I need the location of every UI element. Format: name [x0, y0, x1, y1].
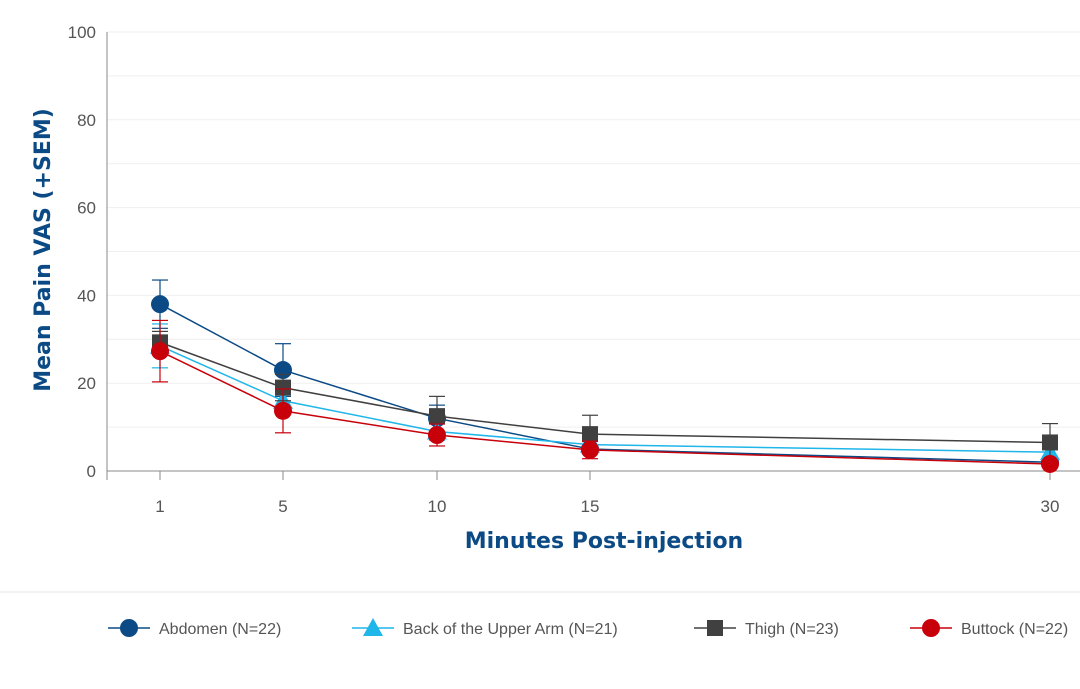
data-point — [581, 440, 599, 459]
data-point — [151, 342, 169, 361]
x-axis-title: Minutes Post-injection — [465, 529, 743, 554]
x-tick-label: 15 — [581, 497, 600, 516]
x-tick-label: 30 — [1041, 497, 1060, 516]
legend-label: Abdomen (N=22) — [159, 621, 281, 638]
data-point — [274, 401, 292, 420]
data-point — [429, 408, 445, 425]
y-tick-label: 80 — [77, 111, 96, 130]
x-tick-label: 5 — [278, 497, 287, 516]
data-point — [1041, 454, 1059, 473]
data-point — [582, 426, 598, 443]
series-0 — [151, 279, 1059, 472]
y-tick-label: 20 — [77, 374, 96, 393]
legend-item-3: Buttock (N=22) — [910, 619, 1068, 638]
y-tick-label: 40 — [77, 286, 96, 305]
y-tick-label: 100 — [68, 23, 96, 42]
series-line — [159, 350, 1051, 465]
y-tick-label: 0 — [87, 462, 96, 481]
data-point — [275, 379, 291, 396]
legend-label: Thigh (N=23) — [745, 621, 839, 638]
legend-item-2: Thigh (N=23) — [694, 620, 839, 638]
series-3 — [151, 319, 1059, 473]
legend-label: Back of the Upper Arm (N=21) — [403, 621, 618, 638]
legend: Abdomen (N=22) Back of the Upper Arm (N=2… — [108, 618, 1068, 638]
legend-label: Buttock (N=22) — [961, 621, 1068, 638]
legend-marker — [120, 619, 138, 637]
y-axis-title: Mean Pain VAS (+SEM) — [31, 108, 56, 392]
data-point — [1042, 434, 1058, 451]
data-point — [428, 426, 446, 445]
series-line — [159, 345, 1051, 453]
legend-marker — [707, 620, 723, 636]
x-tick-label: 1 — [155, 497, 164, 516]
legend-marker — [363, 618, 383, 636]
x-tick-label: 10 — [428, 497, 447, 516]
legend-item-0: Abdomen (N=22) — [108, 619, 281, 638]
legend-item-1: Back of the Upper Arm (N=21) — [352, 618, 618, 638]
legend-marker — [922, 619, 940, 637]
data-point — [151, 295, 169, 314]
y-tick-label: 60 — [77, 199, 96, 218]
